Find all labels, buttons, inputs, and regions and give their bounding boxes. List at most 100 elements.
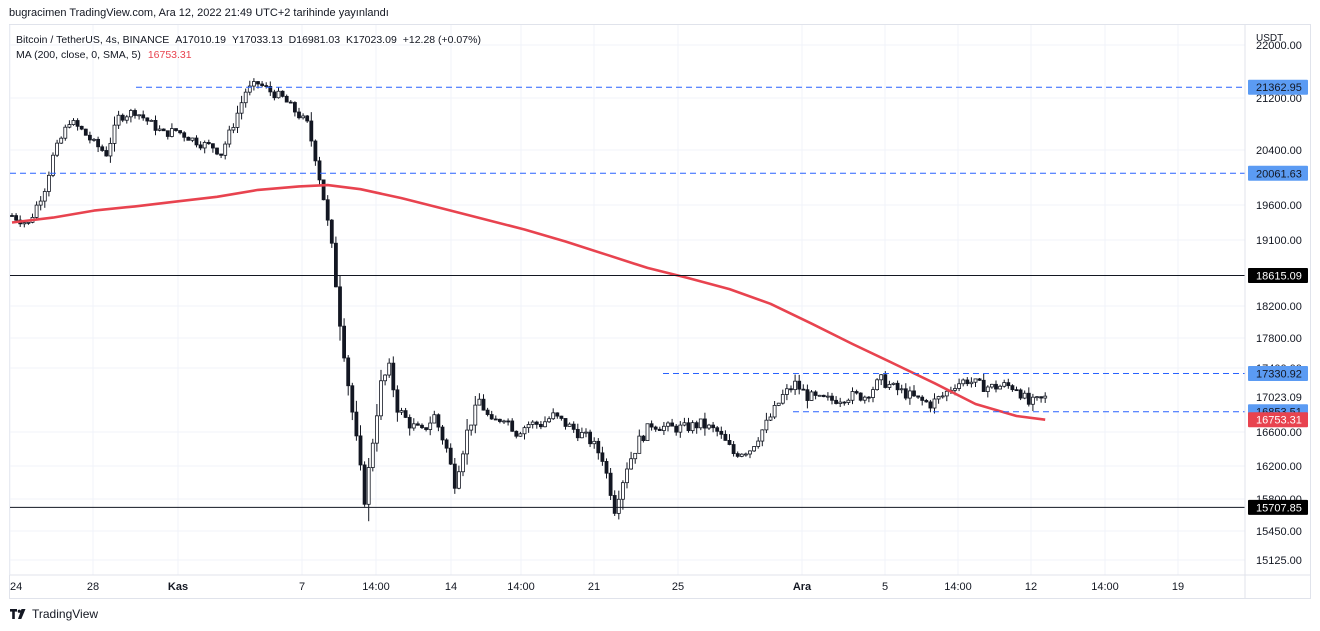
candle-body-up (850, 391, 855, 401)
chart-legend: Bitcoin / TetherUS, 4s, BINANCE A17010.1… (16, 33, 481, 63)
candle-body-down (977, 378, 982, 381)
candle-body-down (1006, 382, 1011, 387)
candle-body-up (55, 142, 59, 156)
candle-body-up (776, 402, 781, 406)
time-axis-tick: 14:00 (362, 581, 390, 593)
price-axis[interactable] (1246, 25, 1310, 590)
candle-body-up (432, 414, 437, 424)
ma-label: MA (200, close, 0, SMA, 5) (16, 49, 141, 61)
candle-body-down (789, 388, 793, 391)
candle-body-down (481, 398, 486, 411)
candle-body-down (731, 444, 736, 455)
candle-body-down (604, 461, 609, 474)
candle-body-down (75, 120, 80, 127)
time-axis-tick: 25 (672, 581, 684, 593)
candle-body-up (108, 143, 113, 157)
candle-body-down (161, 128, 166, 132)
price-axis-tick: 20400.00 (1256, 145, 1302, 157)
candle-body-up (547, 418, 551, 423)
candle-body-down (346, 357, 351, 387)
price-axis-currency: USDT (1256, 33, 1283, 44)
ma-legend-row[interactable]: MA (200, close, 0, SMA, 5) 16753.31 (16, 48, 481, 63)
candle-body-down (292, 102, 297, 113)
price-level-tag[interactable] (1248, 165, 1308, 181)
candle-body-up (616, 498, 621, 514)
candle-body-down (88, 134, 92, 141)
candle-body-down (264, 85, 269, 87)
candle-body-up (63, 126, 68, 139)
candle-body-up (637, 435, 642, 454)
candle-body-down (834, 399, 838, 404)
candle-body-down (210, 143, 215, 149)
price-axis-tick: 22000.00 (1256, 40, 1302, 52)
candle-body-down (342, 325, 347, 359)
candle-body-up (1035, 396, 1039, 399)
candle-body-up (465, 429, 470, 455)
candle-body-down (297, 111, 301, 119)
candle-body-down (559, 415, 564, 419)
candle-body-up (969, 381, 974, 385)
candle-body-up (26, 221, 31, 224)
candle-body-up (38, 200, 43, 206)
candle-body-down (194, 137, 199, 146)
candle-body-up (998, 385, 1002, 390)
candle-body-up (243, 91, 248, 104)
candle-body-up (666, 422, 670, 427)
candle-body-down (703, 418, 707, 429)
price-level-tag[interactable] (1248, 499, 1308, 515)
candle-body-down (539, 423, 543, 428)
candle-body-down (14, 215, 19, 221)
price-level-tag-label: 17330.92 (1256, 369, 1302, 381)
candle-body-down (407, 417, 412, 429)
candle-body-down (727, 440, 732, 445)
ohlc-open: A17010.19 (175, 34, 227, 46)
candle-body-down (313, 140, 318, 162)
price-level-tag-label: 18615.09 (1256, 271, 1302, 283)
candle-body-up (92, 138, 96, 141)
price-level-tag[interactable] (1248, 268, 1308, 284)
candle-body-up (1043, 395, 1048, 399)
candle-body-up (428, 422, 433, 430)
ma-value-tag[interactable] (1248, 412, 1308, 428)
candle-body-up (908, 390, 912, 399)
time-axis-tick: 14:00 (507, 581, 535, 593)
price-level-tag-label: 20061.63 (1256, 168, 1302, 180)
candle-body-up (985, 386, 990, 392)
time-axis-tick: 24 (10, 581, 22, 593)
candle-body-down (563, 418, 568, 427)
candle-body-up (936, 396, 941, 400)
candle-body-down (182, 132, 187, 138)
price-level-tag[interactable] (1248, 79, 1308, 95)
candle-body-down (395, 389, 400, 413)
candle-body-down (821, 394, 826, 398)
candle-body-up (826, 395, 830, 398)
candle-body-up (42, 191, 47, 202)
candle-body-down (920, 396, 925, 401)
last-price-label: 17023.09 (1256, 392, 1302, 404)
candle-body-down (981, 379, 986, 392)
candle-body-up (760, 429, 765, 442)
price-level-tag[interactable] (1248, 366, 1308, 382)
candle-body-down (268, 86, 273, 93)
time-axis-tick: 5 (882, 581, 888, 593)
candle-body-down (178, 130, 183, 134)
candle-body-down (206, 142, 211, 145)
candle-body-up (526, 424, 531, 429)
time-axis-tick: 14:00 (1091, 581, 1119, 593)
candle-body-down (256, 81, 260, 85)
candle-body-up (678, 424, 683, 433)
candle-body-up (551, 412, 556, 420)
candle-body-up (128, 110, 133, 118)
candle-body-down (596, 440, 601, 454)
candle-body-down (448, 447, 453, 465)
candle-body-up (149, 119, 154, 122)
candle-body-up (580, 432, 584, 439)
candle-body-up (301, 115, 306, 119)
price-axis-tick: 15125.00 (1256, 555, 1302, 567)
candle-body-down (415, 423, 420, 426)
ma-200-line (11, 183, 1046, 421)
symbol-legend-row[interactable]: Bitcoin / TetherUS, 4s, BINANCE A17010.1… (16, 33, 481, 48)
candle-body-down (83, 128, 88, 136)
footer-brand[interactable]: TradingView (10, 607, 98, 621)
